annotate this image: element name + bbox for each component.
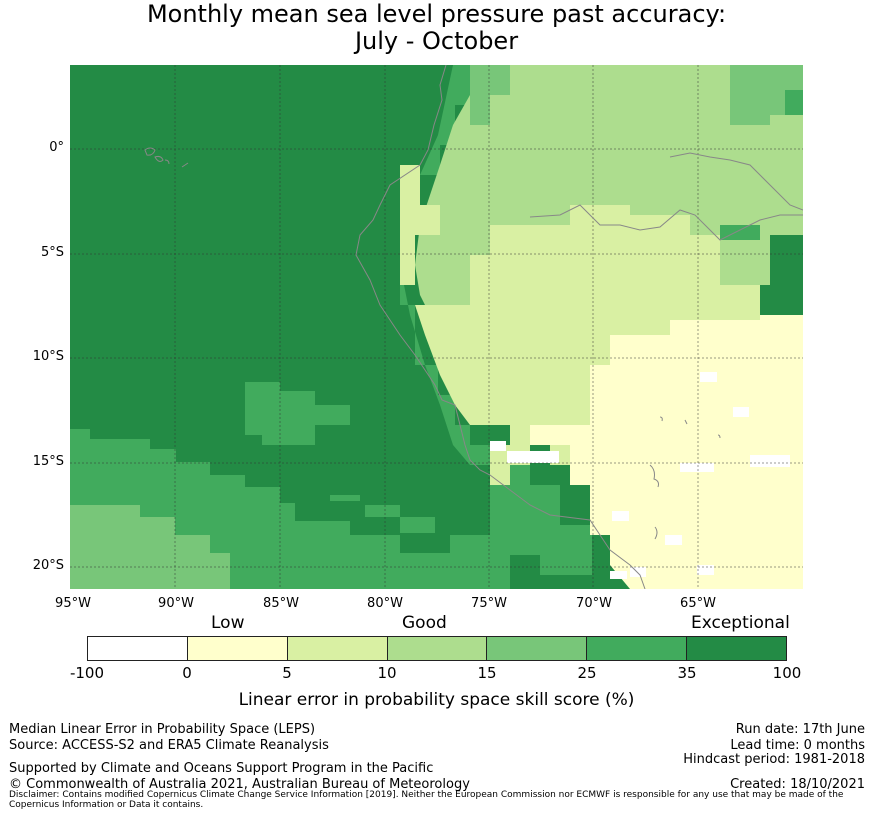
x-tick-label: 80°W <box>367 596 403 611</box>
colorbar-tick-label: 100 <box>772 664 802 682</box>
colorbar-tick-label: 5 <box>282 664 292 682</box>
colorbar <box>87 636 787 661</box>
y-tick-label: 5°S <box>40 245 64 260</box>
colorbar-segment <box>587 637 688 660</box>
x-tick-label: 95°W <box>55 596 91 611</box>
colorbar-tick-label: 0 <box>182 664 192 682</box>
colorbar-segment <box>687 637 787 660</box>
footer-copyright: © Commonwealth of Australia 2021, Austra… <box>9 777 470 792</box>
footer-lead-time: Lead time: 0 months <box>730 738 865 753</box>
x-tick-label: 90°W <box>158 596 194 611</box>
x-tick-label: 85°W <box>263 596 299 611</box>
y-tick-label: 0° <box>49 140 64 155</box>
footer-support: Supported by Climate and Oceans Support … <box>9 761 434 776</box>
colorbar-segment <box>287 637 388 660</box>
colorbar-segment <box>88 637 188 660</box>
chart-title-line2: July - October <box>354 27 519 55</box>
skill-map-shading <box>70 65 803 589</box>
colorbar-tick-label: 25 <box>577 664 597 682</box>
footer-run-date: Run date: 17th June <box>735 722 865 737</box>
footer-disclaimer: Disclaimer: Contains modified Copernicus… <box>9 790 844 810</box>
colorbar-segment <box>487 637 588 660</box>
colorbar-tick-label: 35 <box>677 664 697 682</box>
colorbar-tick-label: 15 <box>477 664 497 682</box>
colorbar-segment <box>187 637 288 660</box>
y-tick-label: 10°S <box>32 349 64 364</box>
colorbar-tick-label: -100 <box>69 664 105 682</box>
chart-title-line1: Monthly mean sea level pressure past acc… <box>146 0 727 28</box>
footer-source: Source: ACCESS-S2 and ERA5 Climate Reana… <box>9 738 329 753</box>
y-tick-label: 20°S <box>32 558 64 573</box>
colorbar-category-good: Good <box>402 613 447 633</box>
colorbar-category-exceptional: Exceptional <box>691 613 790 633</box>
colorbar-tick-label: 10 <box>377 664 397 682</box>
colorbar-label: Linear error in probability space skill … <box>238 690 635 710</box>
footer-hindcast-period: Hindcast period: 1981-2018 <box>683 752 865 767</box>
colorbar-category-low: Low <box>211 613 245 633</box>
y-tick-label: 15°S <box>32 454 64 469</box>
footer-created: Created: 18/10/2021 <box>730 777 865 792</box>
x-tick-label: 75°W <box>471 596 507 611</box>
footer-method: Median Linear Error in Probability Space… <box>9 722 316 737</box>
x-tick-label: 70°W <box>576 596 612 611</box>
x-tick-label: 65°W <box>680 596 716 611</box>
skill-map <box>70 65 803 589</box>
colorbar-segment <box>387 637 488 660</box>
